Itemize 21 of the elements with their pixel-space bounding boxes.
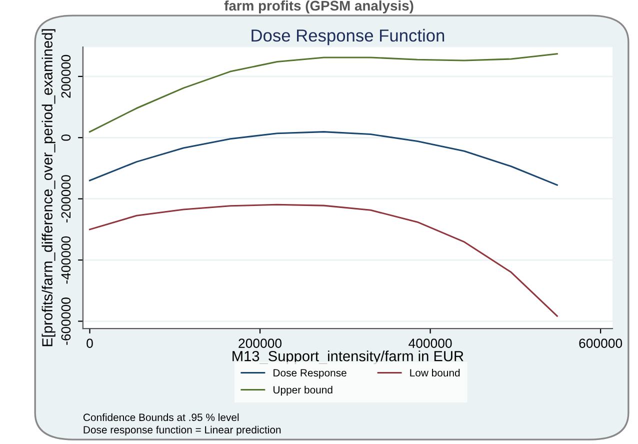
text: Dose response function = Linear prediction [84,426,281,436]
legend-label: Upper bound [274,386,332,396]
y-tick-label: 0 [61,134,71,141]
y-tick-label: -600000 [61,298,71,345]
chart-title: Dose Response Function [252,28,444,46]
y-tick-label: -400000 [61,236,71,284]
x-tick-label: 0 [86,338,93,348]
x-tick-label: 600000 [579,338,622,348]
line-series [88,53,558,133]
legend-label: Low bound [410,368,460,377]
y-axis-title: E[profits/farm_difference_over_period_examined] [42,29,56,346]
text: Confidence Bounds at .95 % level [83,413,239,422]
y-tick-label: 200000 [61,54,71,98]
line-series [88,131,558,186]
legend-label: Dose Response [274,369,346,379]
x-tick-label: 200000 [238,338,282,348]
x-tick-label: 400000 [408,338,452,348]
y-tick-label: -200000 [61,175,71,222]
chart-subtitle: farm profits (GPSM analysis) [224,0,414,14]
line-series [88,204,558,317]
x-axis-title: M13_Support_intensity/farm in EUR [232,350,464,364]
